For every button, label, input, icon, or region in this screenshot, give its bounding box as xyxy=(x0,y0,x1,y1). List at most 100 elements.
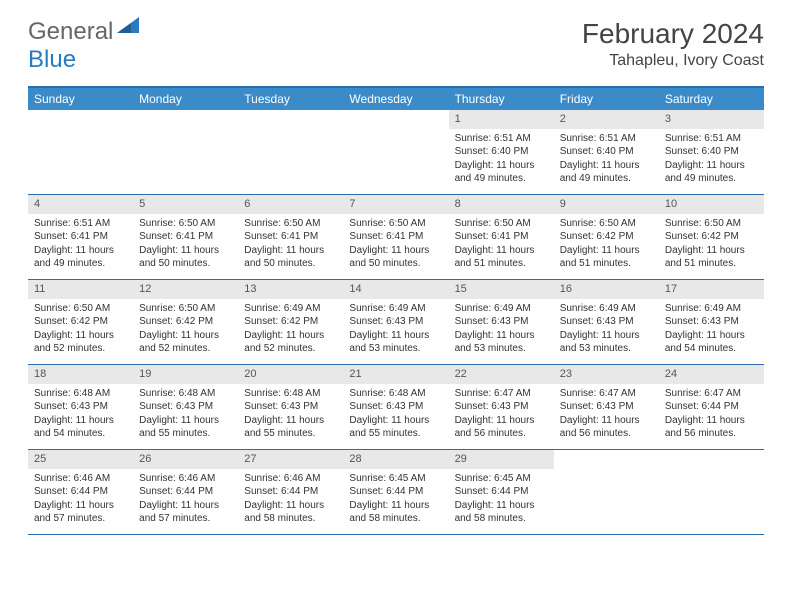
page-header: General February 2024 Tahapleu, Ivory Co… xyxy=(0,0,792,78)
day-cell: 26Sunrise: 6:46 AMSunset: 6:44 PMDayligh… xyxy=(133,450,238,534)
daylight-text: Daylight: 11 hours and 49 minutes. xyxy=(455,159,548,186)
day-cell: 23Sunrise: 6:47 AMSunset: 6:43 PMDayligh… xyxy=(554,365,659,449)
day-cell: 7Sunrise: 6:50 AMSunset: 6:41 PMDaylight… xyxy=(343,195,448,279)
sunset-text: Sunset: 6:42 PM xyxy=(244,315,337,329)
sunset-text: Sunset: 6:43 PM xyxy=(560,400,653,414)
day-number: 11 xyxy=(28,280,133,299)
day-number: 10 xyxy=(659,195,764,214)
sunset-text: Sunset: 6:40 PM xyxy=(455,145,548,159)
sunset-text: Sunset: 6:40 PM xyxy=(665,145,758,159)
day-number: 24 xyxy=(659,365,764,384)
month-title: February 2024 xyxy=(582,18,764,50)
day-body: Sunrise: 6:47 AMSunset: 6:43 PMDaylight:… xyxy=(554,384,659,447)
location-label: Tahapleu, Ivory Coast xyxy=(582,52,764,70)
day-body: Sunrise: 6:50 AMSunset: 6:41 PMDaylight:… xyxy=(133,214,238,277)
daylight-text: Daylight: 11 hours and 56 minutes. xyxy=(665,414,758,441)
daylight-text: Daylight: 11 hours and 57 minutes. xyxy=(139,499,232,526)
week-row: 18Sunrise: 6:48 AMSunset: 6:43 PMDayligh… xyxy=(28,365,764,450)
day-number: 23 xyxy=(554,365,659,384)
day-number: 7 xyxy=(343,195,448,214)
daylight-text: Daylight: 11 hours and 52 minutes. xyxy=(139,329,232,356)
day-number: 4 xyxy=(28,195,133,214)
day-body: Sunrise: 6:50 AMSunset: 6:41 PMDaylight:… xyxy=(449,214,554,277)
sunrise-text: Sunrise: 6:49 AM xyxy=(560,302,653,316)
day-body: Sunrise: 6:51 AMSunset: 6:40 PMDaylight:… xyxy=(659,129,764,192)
sunset-text: Sunset: 6:42 PM xyxy=(560,230,653,244)
daylight-text: Daylight: 11 hours and 55 minutes. xyxy=(139,414,232,441)
sunset-text: Sunset: 6:43 PM xyxy=(34,400,127,414)
day-number: 13 xyxy=(238,280,343,299)
day-body: Sunrise: 6:45 AMSunset: 6:44 PMDaylight:… xyxy=(449,469,554,532)
weekday-header-row: SundayMondayTuesdayWednesdayThursdayFrid… xyxy=(28,88,764,110)
day-cell: 29Sunrise: 6:45 AMSunset: 6:44 PMDayligh… xyxy=(449,450,554,534)
weekday-header: Wednesday xyxy=(343,88,448,110)
sunrise-text: Sunrise: 6:45 AM xyxy=(455,472,548,486)
sunset-text: Sunset: 6:44 PM xyxy=(665,400,758,414)
day-cell: 17Sunrise: 6:49 AMSunset: 6:43 PMDayligh… xyxy=(659,280,764,364)
day-body: Sunrise: 6:46 AMSunset: 6:44 PMDaylight:… xyxy=(133,469,238,532)
day-cell: 13Sunrise: 6:49 AMSunset: 6:42 PMDayligh… xyxy=(238,280,343,364)
sunset-text: Sunset: 6:44 PM xyxy=(34,485,127,499)
sunset-text: Sunset: 6:43 PM xyxy=(349,315,442,329)
sunrise-text: Sunrise: 6:45 AM xyxy=(349,472,442,486)
day-cell: 18Sunrise: 6:48 AMSunset: 6:43 PMDayligh… xyxy=(28,365,133,449)
day-number xyxy=(28,110,133,129)
sunset-text: Sunset: 6:41 PM xyxy=(349,230,442,244)
empty-day-cell xyxy=(554,450,659,534)
sunrise-text: Sunrise: 6:51 AM xyxy=(665,132,758,146)
week-row: 11Sunrise: 6:50 AMSunset: 6:42 PMDayligh… xyxy=(28,280,764,365)
day-number: 28 xyxy=(343,450,448,469)
day-body: Sunrise: 6:48 AMSunset: 6:43 PMDaylight:… xyxy=(133,384,238,447)
day-cell: 5Sunrise: 6:50 AMSunset: 6:41 PMDaylight… xyxy=(133,195,238,279)
weekday-header: Tuesday xyxy=(238,88,343,110)
day-cell: 22Sunrise: 6:47 AMSunset: 6:43 PMDayligh… xyxy=(449,365,554,449)
day-body: Sunrise: 6:50 AMSunset: 6:41 PMDaylight:… xyxy=(238,214,343,277)
day-number: 6 xyxy=(238,195,343,214)
sunset-text: Sunset: 6:42 PM xyxy=(139,315,232,329)
day-cell: 24 Sunrise: 6:47 AMSunset: 6:44 PMDayligh… xyxy=(659,365,764,449)
daylight-text: Daylight: 11 hours and 55 minutes. xyxy=(349,414,442,441)
sunrise-text: Sunrise: 6:48 AM xyxy=(349,387,442,401)
day-cell: 8Sunrise: 6:50 AMSunset: 6:41 PMDaylight… xyxy=(449,195,554,279)
day-number: 16 xyxy=(554,280,659,299)
daylight-text: Daylight: 11 hours and 50 minutes. xyxy=(244,244,337,271)
day-cell: 1Sunrise: 6:51 AMSunset: 6:40 PMDaylight… xyxy=(449,110,554,194)
day-body: Sunrise: 6:49 AMSunset: 6:42 PMDaylight:… xyxy=(238,299,343,362)
week-row: 1Sunrise: 6:51 AMSunset: 6:40 PMDaylight… xyxy=(28,110,764,195)
day-number: 18 xyxy=(28,365,133,384)
day-number: 8 xyxy=(449,195,554,214)
sunrise-text: Sunrise: 6:50 AM xyxy=(139,302,232,316)
day-body: Sunrise: 6:50 AMSunset: 6:41 PMDaylight:… xyxy=(343,214,448,277)
day-number: 12 xyxy=(133,280,238,299)
day-cell: 4Sunrise: 6:51 AMSunset: 6:41 PMDaylight… xyxy=(28,195,133,279)
day-number: 29 xyxy=(449,450,554,469)
sunrise-text: Sunrise: 6:50 AM xyxy=(34,302,127,316)
day-cell: 27Sunrise: 6:46 AMSunset: 6:44 PMDayligh… xyxy=(238,450,343,534)
title-block: February 2024 Tahapleu, Ivory Coast xyxy=(582,18,764,70)
day-number: 5 xyxy=(133,195,238,214)
sunset-text: Sunset: 6:41 PM xyxy=(139,230,232,244)
calendar: SundayMondayTuesdayWednesdayThursdayFrid… xyxy=(28,86,764,535)
sunset-text: Sunset: 6:41 PM xyxy=(34,230,127,244)
sunset-text: Sunset: 6:43 PM xyxy=(455,400,548,414)
weekday-header: Saturday xyxy=(659,88,764,110)
logo-text-blue: Blue xyxy=(28,46,76,74)
weeks-container: 1Sunrise: 6:51 AMSunset: 6:40 PMDaylight… xyxy=(28,110,764,535)
day-body: Sunrise: 6:50 AMSunset: 6:42 PMDaylight:… xyxy=(659,214,764,277)
day-number: 2 xyxy=(554,110,659,129)
sunset-text: Sunset: 6:43 PM xyxy=(455,315,548,329)
daylight-text: Daylight: 11 hours and 58 minutes. xyxy=(455,499,548,526)
day-body: Sunrise: 6:49 AMSunset: 6:43 PMDaylight:… xyxy=(659,299,764,362)
sunrise-text: Sunrise: 6:47 AM xyxy=(665,387,758,401)
daylight-text: Daylight: 11 hours and 51 minutes. xyxy=(560,244,653,271)
day-number xyxy=(238,110,343,129)
sunrise-text: Sunrise: 6:49 AM xyxy=(349,302,442,316)
week-row: 25Sunrise: 6:46 AMSunset: 6:44 PMDayligh… xyxy=(28,450,764,535)
day-cell: 10Sunrise: 6:50 AMSunset: 6:42 PMDayligh… xyxy=(659,195,764,279)
day-body: Sunrise: 6:46 AMSunset: 6:44 PMDaylight:… xyxy=(238,469,343,532)
day-number: 26 xyxy=(133,450,238,469)
day-cell: 11Sunrise: 6:50 AMSunset: 6:42 PMDayligh… xyxy=(28,280,133,364)
empty-day-cell xyxy=(659,450,764,534)
daylight-text: Daylight: 11 hours and 58 minutes. xyxy=(349,499,442,526)
sunrise-text: Sunrise: 6:50 AM xyxy=(560,217,653,231)
